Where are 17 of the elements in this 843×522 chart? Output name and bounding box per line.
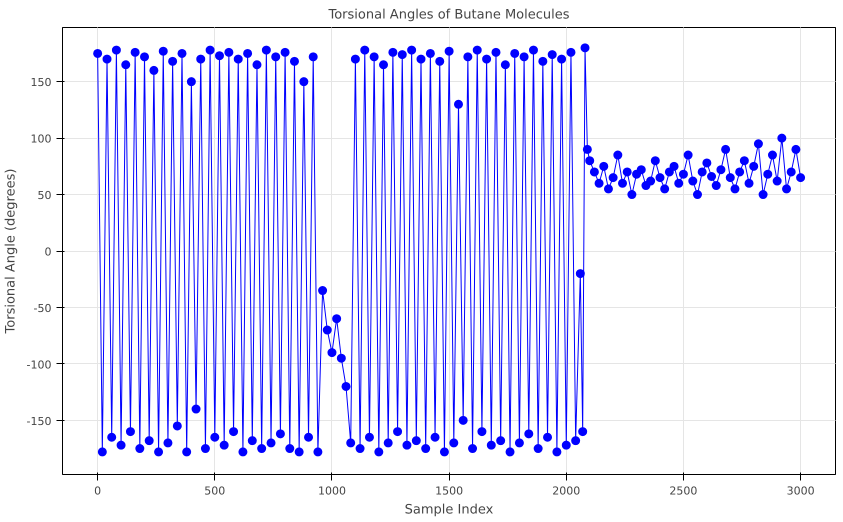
x-tick-label: 1500 <box>435 484 464 498</box>
y-tick-label: -150 <box>26 414 52 428</box>
chart-title: Torsional Angles of Butane Molecules <box>327 8 570 22</box>
x-tick-label: 2000 <box>552 484 580 498</box>
x-tick-label: 2500 <box>669 484 698 498</box>
x-axis-title: Sample Index <box>404 502 494 518</box>
x-tick-label: 500 <box>204 484 226 498</box>
x-tick-label: 3000 <box>786 484 815 498</box>
x-tick-label: 0 <box>94 484 102 498</box>
x-tick-label: 1000 <box>318 484 346 498</box>
y-tick-label: 100 <box>30 132 52 146</box>
y-tick-label: -100 <box>26 358 52 372</box>
y-tick-label: -50 <box>34 302 52 315</box>
y-tick-label: 50 <box>38 189 52 202</box>
y-axis-title: Torsional Angle (degrees) <box>4 168 19 334</box>
y-tick-label: 150 <box>30 76 52 90</box>
y-tick-label: 0 <box>44 246 52 258</box>
